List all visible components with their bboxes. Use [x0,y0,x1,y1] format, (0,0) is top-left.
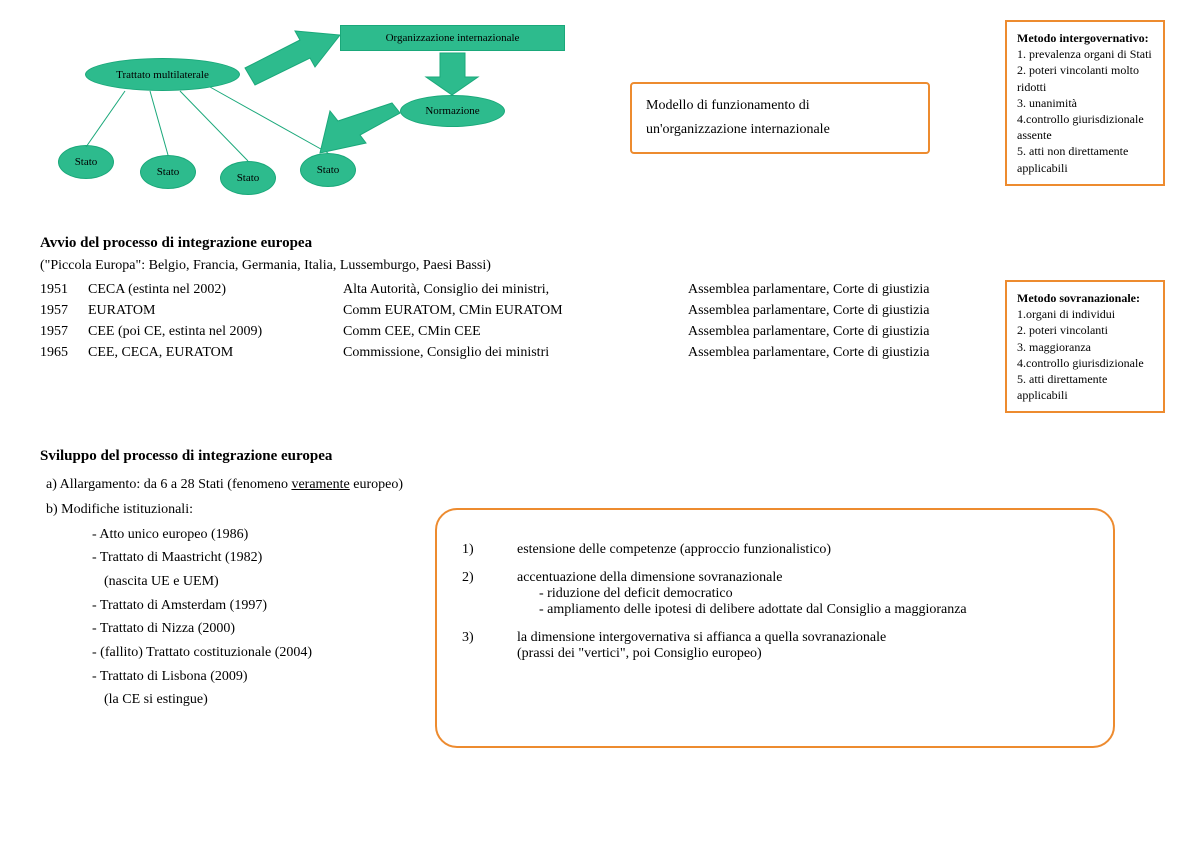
model-description-box: Modello di funzionamento di un'organizza… [630,82,930,154]
timeline-row: 1965CEE, CECA, EURATOMCommissione, Consi… [40,345,1040,361]
sviluppo-title: Sviluppo del processo di integrazione eu… [40,445,460,468]
intergov-method-box: Metodo intergovernativo: 1. prevalenza o… [1005,20,1165,186]
sviluppo-item: - (fallito) Trattato costituzionale (200… [40,642,460,664]
sviluppo-item: - Trattato di Amsterdam (1997) [40,595,460,617]
avvio-title: Avvio del processo di integrazione europ… [40,235,1040,252]
sviluppo-item: - Trattato di Maastricht (1982) [40,547,460,569]
intergov-title: Metodo intergovernativo: [1017,30,1153,46]
sviluppo-item: - Atto unico europeo (1986) [40,524,460,546]
change-1: 1) estensione delle competenze (approcci… [462,542,1088,558]
sviluppo-item: - Trattato di Nizza (2000) [40,618,460,640]
timeline-row: 1957CEE (poi CE, estinta nel 2009)Comm C… [40,324,1040,340]
sviluppo-item: - Trattato di Lisbona (2009) [40,666,460,688]
change-2: 2) accentuazione della dimensione sovran… [462,570,1088,618]
sviluppo-a: a) Allargamento: da 6 a 28 Stati (fenome… [40,474,460,496]
avvio-section: Avvio del processo di integrazione europ… [40,235,1040,366]
sviluppo-section: Sviluppo del processo di integrazione eu… [40,445,460,713]
timeline-row: 1951CECA (estinta nel 2002)Alta Autorità… [40,282,1040,298]
sviluppo-item: (la CE si estingue) [40,689,460,711]
changes-box: 1) estensione delle competenze (approcci… [435,508,1115,748]
change-3: 3) la dimensione intergovernativa si aff… [462,630,1088,662]
org-model-diagram: Organizzazione internazionale Trattato m… [40,25,600,210]
sviluppo-b: b) Modifiche istituzionali: [40,499,460,521]
avvio-subtitle: ("Piccola Europa": Belgio, Francia, Germ… [40,258,1040,274]
sviluppo-item: (nascita UE e UEM) [40,571,460,593]
timeline-row: 1957EURATOMComm EURATOM, CMin EURATOMAss… [40,303,1040,319]
diagram-connectors [40,25,600,215]
